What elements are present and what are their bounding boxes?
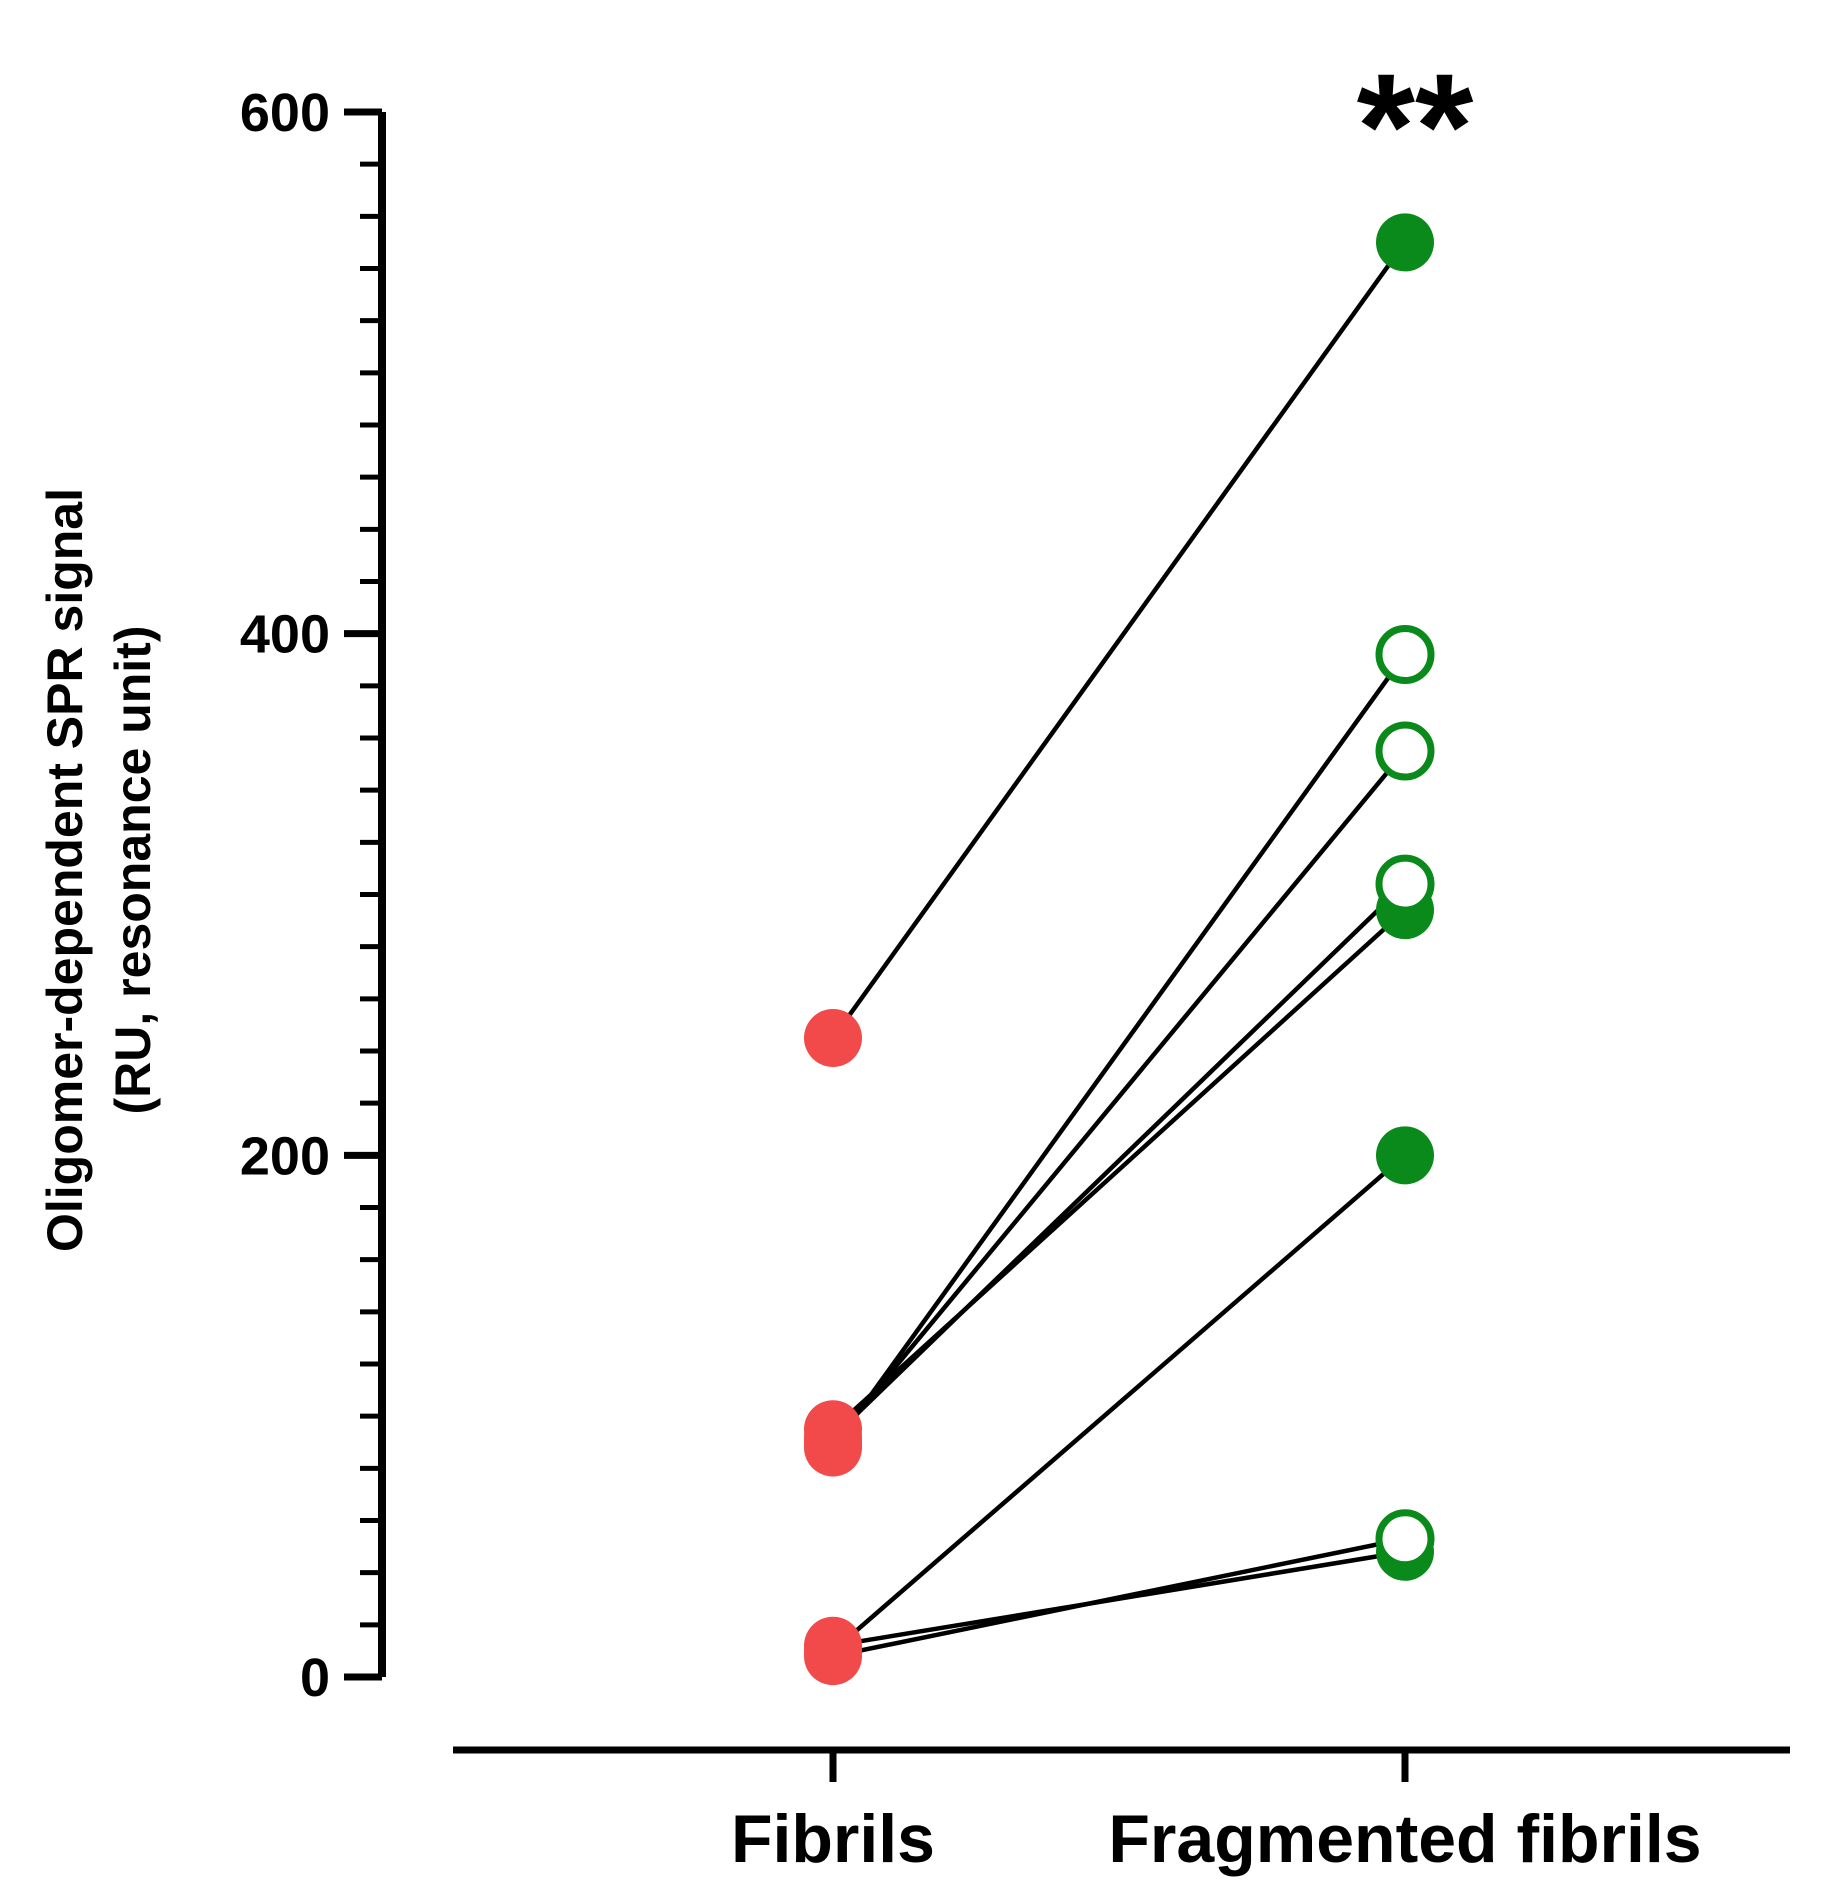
pair-line [832, 1536, 1406, 1659]
y-tick-label: 600 [240, 83, 330, 143]
fragmented-point-filled [1376, 1126, 1434, 1185]
x-category-label: Fibrils [731, 1801, 935, 1877]
pair-line [831, 241, 1407, 1040]
fragmented-point-open [1375, 625, 1435, 685]
x-axis: Fibrils Fragmented fibrils [453, 1746, 1790, 1877]
fibrils-point [804, 1008, 862, 1067]
pair-lines [831, 241, 1407, 1659]
fragmented-point-open [1375, 854, 1435, 914]
x-category-label: Fragmented fibrils [1108, 1801, 1701, 1877]
y-axis: 0 200 400 600 [240, 83, 386, 1708]
fragmented-point-filled [1376, 213, 1434, 272]
significance-marker: ** [1357, 42, 1474, 210]
fragmented-point-open [1375, 721, 1435, 781]
fibrils-point [804, 1627, 862, 1686]
fibrils-point [804, 1400, 862, 1459]
pair-line [831, 653, 1407, 1449]
pair-line [831, 908, 1407, 1431]
y-tick-label: 200 [240, 1126, 330, 1186]
fragmented-point-open [1375, 1509, 1435, 1569]
y-axis-title-line1: Oligomer-dependent SPR signal [37, 488, 93, 1252]
y-tick-label: 0 [300, 1648, 330, 1708]
pair-line [831, 1153, 1407, 1653]
data-points [804, 213, 1435, 1686]
pair-line [831, 749, 1407, 1444]
y-tick-label: 400 [240, 605, 330, 665]
y-axis-title-line2: (RU, resonance unit) [105, 626, 161, 1115]
